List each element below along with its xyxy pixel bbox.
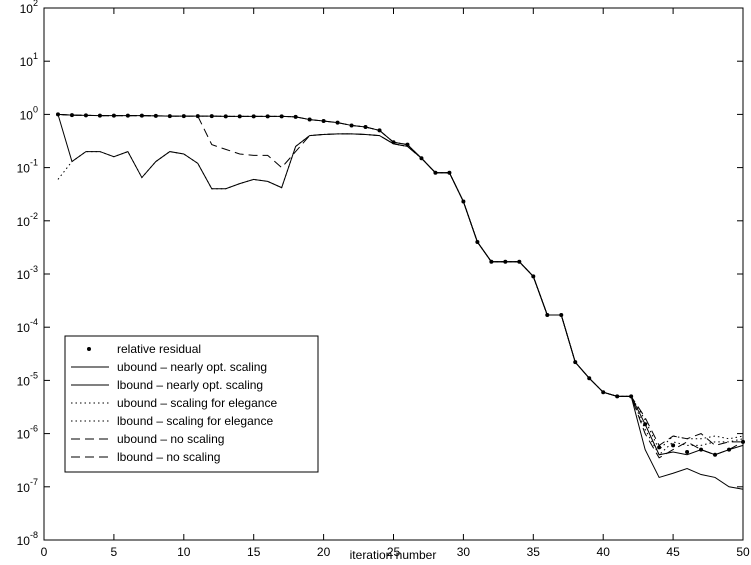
y-tick-label: 101 (20, 51, 38, 69)
y-tick-base: 10 (20, 55, 34, 69)
y-tick-label: 10-4 (17, 317, 38, 335)
y-tick-label: 10-8 (17, 530, 38, 548)
y-tick-base: 10 (17, 428, 31, 442)
y-tick-label: 10-1 (17, 158, 38, 176)
y-tick-base: 10 (17, 481, 31, 495)
legend-label: ubound – nearly opt. scaling (117, 360, 267, 374)
legend-label: relative residual (117, 342, 201, 356)
y-tick-base: 10 (17, 534, 31, 548)
y-tick-base: 10 (17, 268, 31, 282)
series-line (57, 133, 744, 456)
y-tick-base: 10 (20, 108, 34, 122)
x-axis-label: iteration number (350, 548, 437, 562)
x-tick-label: 30 (457, 545, 471, 559)
x-tick-label: 15 (247, 545, 261, 559)
y-tick-label: 102 (20, 0, 38, 16)
y-tick-exponent: -3 (30, 264, 38, 274)
legend-label: lbound – scaling for elegance (117, 414, 273, 428)
y-tick-label: 10-2 (17, 211, 38, 229)
y-tick-label: 10-6 (17, 424, 38, 442)
y-tick-base: 10 (17, 374, 31, 388)
data-point (671, 443, 676, 448)
y-tick-exponent: -5 (30, 370, 38, 380)
series-line (57, 113, 744, 459)
legend-label: ubound – no scaling (117, 432, 224, 446)
y-tick-exponent: -2 (30, 211, 38, 221)
y-tick-exponent: -1 (30, 158, 38, 168)
legend-box (64, 335, 319, 473)
y-tick-base: 10 (17, 162, 31, 176)
y-tick-label: 100 (20, 104, 38, 122)
legend-symbol (87, 347, 91, 351)
x-tick-label: 50 (736, 545, 750, 559)
x-tick-label: 35 (527, 545, 541, 559)
y-tick-exponent: -4 (30, 317, 38, 327)
y-tick-exponent: -6 (30, 424, 38, 434)
y-tick-label: 10-5 (17, 370, 38, 388)
x-tick-label: 40 (597, 545, 611, 559)
y-tick-label: 10-7 (17, 477, 38, 495)
legend-label: lbound – nearly opt. scaling (117, 378, 263, 392)
y-tick-exponent: -7 (30, 477, 38, 487)
y-tick-exponent: 1 (33, 51, 38, 61)
y-tick-base: 10 (20, 2, 34, 16)
data-point (685, 450, 690, 455)
y-tick-exponent: -8 (30, 530, 38, 540)
x-tick-label: 5 (111, 545, 118, 559)
legend: relative residual ubound – nearly opt. sc… (64, 335, 319, 473)
y-tick-base: 10 (17, 215, 31, 229)
legend-label: ubound – scaling for elegance (117, 396, 277, 410)
y-tick-label: 10-3 (17, 264, 38, 282)
y-tick-base: 10 (17, 321, 31, 335)
x-tick-label: 45 (666, 545, 680, 559)
legend-label: lbound – no scaling (117, 450, 220, 464)
y-tick-exponent: 2 (33, 0, 38, 8)
x-tick-label: 25 (387, 545, 401, 559)
x-tick-label: 20 (317, 545, 331, 559)
y-tick-exponent: 0 (33, 104, 38, 114)
x-tick-label: 0 (41, 545, 48, 559)
x-tick-label: 10 (177, 545, 191, 559)
